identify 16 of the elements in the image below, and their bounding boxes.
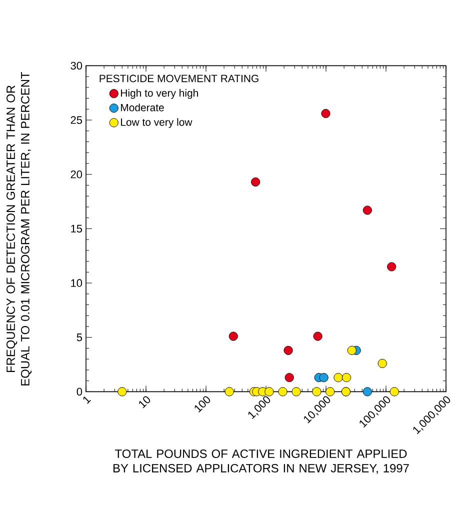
x-axis-title: TOTAL POUNDS OF ACTIVE INGREDIENT APPLIED BY LICENSED APPLICATORS IN NEW JERSEY, 1997 — [113, 450, 409, 474]
y-tick-label: 30 — [70, 62, 82, 70]
y-tick-label: 10 — [71, 279, 82, 287]
x-tick-label: 1 — [83, 396, 91, 404]
y-tick-label: 5 — [76, 334, 82, 342]
y-tick-label: 20 — [70, 170, 82, 178]
x-tick-label: 10 — [139, 396, 150, 408]
y-tick-label: 15 — [71, 224, 82, 233]
legend-label: Low to very low — [121, 118, 192, 128]
y-tick-label: 25 — [70, 116, 82, 124]
x-tick-label: 100 — [194, 396, 210, 413]
legend-label: High to very high — [121, 89, 198, 99]
legend-title: PESTICIDE MOVEMENT RATING — [100, 74, 258, 82]
y-tick-label: 0 — [76, 388, 82, 396]
y-axis-title: FREQUENCY OF DETECTION GREATER THAN OR EQUAL TO 0.01 MICROGRAM PER LITER, IN PERCENT — [6, 72, 32, 386]
legend-label: Moderate — [121, 104, 164, 112]
